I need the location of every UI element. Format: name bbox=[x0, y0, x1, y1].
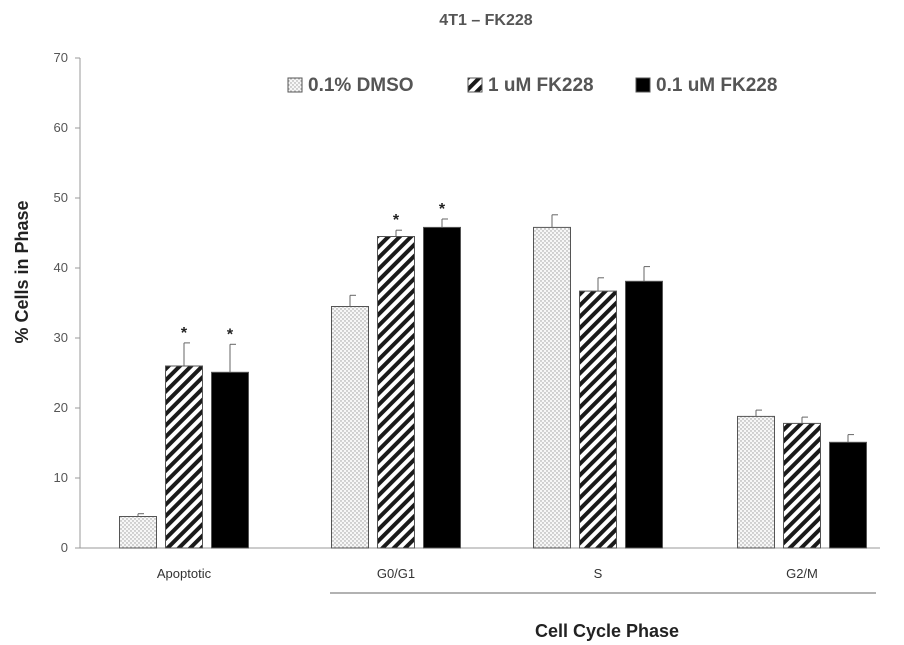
y-tick-label: 30 bbox=[54, 330, 68, 345]
significance-marker: * bbox=[227, 326, 234, 343]
x-axis: Apoptotic G0/G1 S G2/M bbox=[80, 547, 880, 594]
legend-label: 0.1% DMSO bbox=[308, 75, 414, 96]
x-tick-label: G0/G1 bbox=[377, 566, 415, 581]
bar bbox=[533, 226, 571, 549]
legend: 0.1% DMSO 1 uM FK228 0.1 uM FK228 bbox=[287, 75, 777, 96]
x-tick-label: G2/M bbox=[786, 566, 818, 581]
y-tick-label: 40 bbox=[54, 260, 68, 275]
y-axis-title: % Cells in Phase bbox=[12, 200, 32, 343]
bar bbox=[211, 371, 249, 549]
legend-label: 0.1 uM FK228 bbox=[656, 75, 777, 96]
legend-swatch bbox=[287, 77, 303, 93]
bar bbox=[119, 516, 157, 549]
bar bbox=[829, 441, 867, 549]
y-axis: 0 10 20 30 40 50 60 70 bbox=[54, 50, 81, 555]
bar bbox=[579, 290, 617, 549]
x-tick-label: S bbox=[594, 566, 603, 581]
y-tick-label: 70 bbox=[54, 50, 68, 65]
significance-marker: * bbox=[181, 325, 188, 342]
bar bbox=[737, 415, 775, 549]
bars: * * * * bbox=[119, 201, 867, 549]
legend-label: 1 uM FK228 bbox=[488, 75, 594, 96]
bar bbox=[377, 236, 415, 549]
bar bbox=[331, 306, 369, 549]
bar bbox=[783, 422, 821, 549]
legend-swatch bbox=[467, 77, 483, 93]
significance-marker: * bbox=[439, 201, 446, 218]
bar bbox=[423, 226, 461, 549]
y-tick-label: 60 bbox=[54, 120, 68, 135]
y-tick-label: 10 bbox=[54, 470, 68, 485]
y-tick-label: 0 bbox=[61, 540, 68, 555]
significance-marker: * bbox=[393, 212, 400, 229]
chart-title: 4T1 – FK228 bbox=[439, 12, 532, 29]
bar bbox=[165, 365, 203, 549]
legend-swatch bbox=[635, 77, 651, 93]
x-axis-title: Cell Cycle Phase bbox=[535, 621, 679, 641]
y-tick-label: 50 bbox=[54, 190, 68, 205]
x-tick-label: Apoptotic bbox=[157, 566, 212, 581]
y-tick-label: 20 bbox=[54, 400, 68, 415]
bar bbox=[625, 280, 663, 549]
